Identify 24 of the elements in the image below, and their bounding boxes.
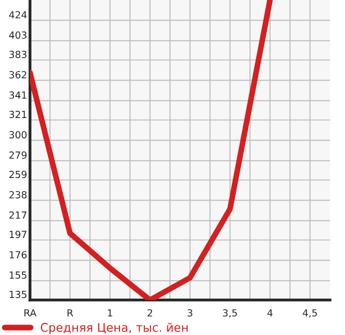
x-tick-label: RA bbox=[24, 309, 36, 316]
y-tick-label: 362 bbox=[9, 71, 26, 78]
x-tick-label: 3 bbox=[188, 309, 192, 317]
x-tick-label: 4 bbox=[267, 309, 273, 316]
y-tick-label: 155 bbox=[10, 272, 26, 279]
y-tick-label: 238 bbox=[9, 191, 27, 198]
y-tick-label: 424 bbox=[9, 11, 27, 18]
y-tick-label: 403 bbox=[9, 31, 26, 39]
y-tick-label: 176 bbox=[10, 251, 27, 258]
y-tick-label: 279 bbox=[9, 151, 27, 159]
x-tick-label: R bbox=[68, 309, 74, 316]
y-tick-label: 383 bbox=[9, 50, 26, 58]
y-tick-label: 217 bbox=[9, 211, 26, 219]
y-tick-label: 197 bbox=[10, 230, 26, 238]
x-tick-label: 1 bbox=[108, 309, 112, 316]
x-tick-label: 3,5 bbox=[223, 309, 237, 318]
y-tick-label: 135 bbox=[10, 290, 26, 298]
y-tick-label: 259 bbox=[9, 170, 27, 178]
x-tick-label: 4,5 bbox=[302, 309, 317, 318]
y-tick-label: 341 bbox=[9, 91, 26, 99]
y-tick-label: 321 bbox=[9, 110, 26, 118]
y-tick-label: 300 bbox=[9, 131, 27, 138]
x-tick-label: 2 bbox=[148, 309, 152, 316]
legend-label: Средняя Цена, тыс. йен bbox=[40, 322, 188, 334]
